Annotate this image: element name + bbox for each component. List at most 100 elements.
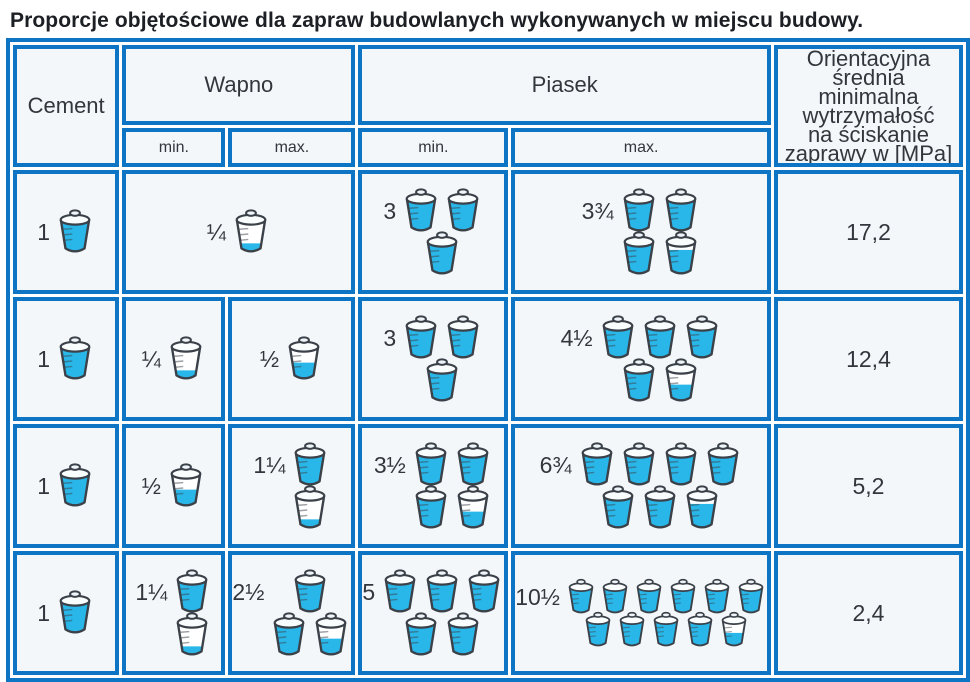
- bucket-stack: [55, 462, 95, 510]
- bucket-row: [269, 611, 351, 659]
- bucket-icon: [665, 441, 696, 485]
- bucket-icon: [316, 611, 347, 655]
- wapno-min-cell: ½: [122, 424, 226, 548]
- bucket-icon: [665, 230, 696, 274]
- table-row: 1 ¼ ½: [13, 297, 963, 421]
- quantity-label: 10½: [515, 583, 560, 610]
- header-row-minmax: min. max. min. max.: [13, 128, 963, 167]
- ratio-group: 3¾: [582, 187, 701, 278]
- bucket-stack: [577, 441, 743, 532]
- ratio-group: 4½: [561, 314, 722, 405]
- bucket-stack: [55, 335, 95, 383]
- bucket-row: [619, 187, 701, 235]
- bucket-row: [172, 568, 212, 616]
- bucket-row: [598, 314, 722, 362]
- bucket-row: [619, 230, 701, 278]
- table-row: 1 ½ 1¼: [13, 424, 963, 548]
- quantity-label: 3: [383, 197, 397, 224]
- bucket-icon: [623, 187, 654, 231]
- bucket-icon: [623, 230, 654, 274]
- quantity-label: ½: [259, 346, 279, 372]
- quantity-label: 2½: [232, 578, 265, 605]
- piasek-min-cell: 3: [358, 170, 509, 294]
- bucket-stack: [55, 589, 95, 637]
- bucket-icon: [665, 187, 696, 231]
- ratio-group: 2½: [232, 568, 351, 659]
- bucket-icon: [468, 568, 500, 612]
- quantity-label: 3: [383, 324, 397, 351]
- ratio-group: 1: [37, 462, 95, 510]
- bucket-icon: [644, 484, 675, 528]
- strength-cell: 5,2: [773, 424, 963, 548]
- bucket-stack: [401, 314, 483, 405]
- bucket-row: [231, 208, 271, 256]
- wapno-range-cell: ¼: [122, 170, 356, 294]
- bucket-row: [401, 611, 483, 659]
- bucket-row: [55, 462, 95, 510]
- ratio-group: 3: [383, 314, 483, 405]
- table-row: 1 ¼ 3: [13, 170, 963, 294]
- bucket-icon: [176, 611, 208, 655]
- bucket-row: [401, 187, 483, 235]
- bucket-icon: [665, 357, 696, 401]
- bucket-row: [172, 611, 212, 659]
- bucket-stack: [172, 568, 212, 659]
- quantity-label: 3½: [373, 451, 406, 478]
- bucket-icon: [602, 314, 633, 358]
- wapno-max-cell: 2½: [228, 551, 356, 675]
- bucket-icon: [295, 568, 326, 612]
- bucket-icon: [623, 357, 654, 401]
- bucket-row: [290, 441, 330, 489]
- quantity-label: 6¾: [539, 451, 572, 478]
- bucket-icon: [426, 357, 458, 401]
- bucket-row: [290, 484, 330, 532]
- ratio-group: 10½: [515, 578, 767, 649]
- bucket-icon: [585, 611, 611, 646]
- header-piasek-max: max.: [511, 128, 771, 167]
- table-header: Cement Wapno Piasek Orientacyjna średnia…: [13, 45, 963, 167]
- piasek-max-cell: 3¾: [511, 170, 771, 294]
- bucket-icon: [447, 314, 479, 358]
- quantity-label: 1: [37, 473, 51, 499]
- bucket-icon: [581, 441, 612, 485]
- bucket-stack: [411, 441, 493, 532]
- ratio-group: 3½: [374, 441, 493, 532]
- proportions-table: Cement Wapno Piasek Orientacyjna średnia…: [6, 38, 970, 682]
- ratio-group: 1: [37, 208, 95, 256]
- bucket-icon: [670, 578, 696, 613]
- bucket-row: [422, 230, 462, 278]
- bucket-icon: [619, 611, 645, 646]
- bucket-row: [598, 484, 722, 532]
- quantity-label: 1¼: [135, 578, 168, 605]
- bucket-icon: [687, 611, 713, 646]
- strength-value: 5,2: [852, 472, 885, 499]
- bucket-stack: [284, 335, 324, 383]
- bucket-row: [565, 578, 767, 616]
- bucket-stack: [598, 314, 722, 405]
- header-wapno: Wapno: [122, 45, 356, 126]
- quantity-label: ½: [141, 473, 161, 499]
- quantity-label: 3¾: [581, 197, 614, 224]
- piasek-min-cell: 5: [358, 551, 509, 675]
- bucket-icon: [274, 611, 305, 655]
- bucket-row: [582, 611, 750, 649]
- bucket-icon: [170, 463, 202, 507]
- quantity-label: 1: [37, 600, 51, 626]
- bucket-icon: [707, 441, 738, 485]
- bucket-row: [55, 208, 95, 256]
- piasek-min-cell: 3: [358, 297, 509, 421]
- quantity-label: 4½: [560, 324, 593, 351]
- quantity-label: 1: [37, 219, 51, 245]
- cement-cell: 1: [13, 424, 120, 548]
- bucket-icon: [602, 484, 633, 528]
- bucket-icon: [426, 230, 458, 274]
- bucket-icon: [447, 611, 479, 655]
- bucket-icon: [704, 578, 730, 613]
- ratio-group: ¼: [207, 208, 271, 256]
- strength-cell: 17,2: [773, 170, 963, 294]
- piasek-max-cell: 4½: [511, 297, 771, 421]
- bucket-icon: [59, 590, 91, 634]
- wapno-min-cell: 1¼: [122, 551, 226, 675]
- bucket-row: [411, 484, 493, 532]
- quantity-label: 5: [362, 578, 376, 605]
